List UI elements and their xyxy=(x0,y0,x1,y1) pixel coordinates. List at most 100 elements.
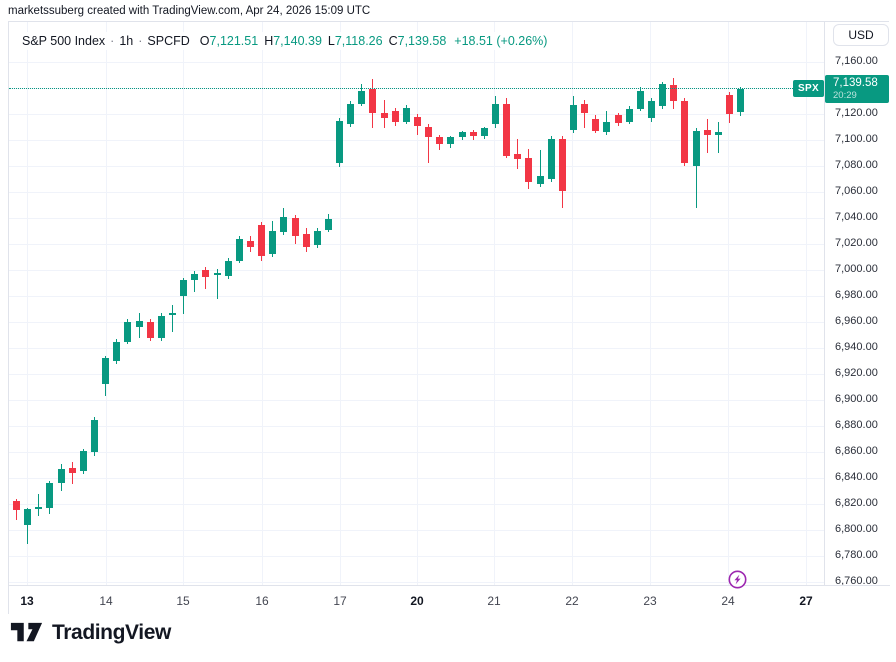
candle-body xyxy=(625,108,633,122)
candle-body xyxy=(492,103,500,125)
open-label: O xyxy=(199,34,210,48)
candle-body xyxy=(681,101,689,164)
candle-body xyxy=(191,273,199,281)
candle-body xyxy=(157,315,165,338)
gridline-h xyxy=(9,139,824,141)
candle-body xyxy=(46,483,54,508)
candle-body xyxy=(258,224,266,256)
price-axis-label: 6,760.00 xyxy=(835,575,878,587)
candle-body xyxy=(603,121,611,133)
candle-body xyxy=(380,112,388,118)
candle-body xyxy=(124,322,132,342)
candle-body xyxy=(647,101,655,118)
open-value: 7,121.51 xyxy=(209,34,259,48)
candle-body xyxy=(670,85,678,101)
symbol-header: S&P 500 Index · 1h · SPCFD O7,121.51 H7,140.39… xyxy=(18,32,552,50)
price-axis-label: 6,900.00 xyxy=(835,393,878,405)
candle-wick xyxy=(27,507,29,545)
candle-wick xyxy=(695,128,697,208)
tradingview-logo-icon[interactable] xyxy=(10,620,43,645)
candle-body xyxy=(235,238,243,261)
gridline-h xyxy=(9,373,824,375)
bar-countdown: 20:29 xyxy=(833,90,857,102)
price-axis-label: 6,920.00 xyxy=(835,367,878,379)
price-axis-label: 6,980.00 xyxy=(835,289,878,301)
time-axis-label: 23 xyxy=(643,594,657,608)
candle-body xyxy=(402,107,410,122)
time-axis[interactable]: 13 14 15 16 17 20 21 22 23 24 27 xyxy=(9,585,890,615)
gridline-h xyxy=(9,243,824,245)
gridline-h xyxy=(9,347,824,349)
gridline-h xyxy=(9,503,824,505)
time-axis-label: 21 xyxy=(487,594,501,608)
gridline-v xyxy=(728,22,729,585)
candle-body xyxy=(224,260,232,277)
candle-body xyxy=(324,219,332,230)
high-value: 7,140.39 xyxy=(273,34,322,48)
footer: TradingView xyxy=(10,620,171,645)
candle-wick xyxy=(706,119,708,153)
gridline-h xyxy=(9,217,824,219)
gridline-h xyxy=(9,191,824,193)
candle-body xyxy=(336,120,344,164)
symbol-price-label[interactable]: SPX xyxy=(793,80,824,98)
price-axis-label: 7,040.00 xyxy=(835,211,878,223)
price-axis-label: 6,880.00 xyxy=(835,419,878,431)
tradingview-logo-text[interactable]: TradingView xyxy=(52,620,171,644)
gridline-h xyxy=(9,113,824,115)
candle-body xyxy=(581,103,589,113)
candle-body xyxy=(291,218,299,237)
candle-body xyxy=(558,138,566,191)
candle-body xyxy=(570,104,577,130)
candle-wick xyxy=(194,271,196,293)
candle-body xyxy=(213,272,221,276)
candle-body xyxy=(313,231,321,246)
gridline-h xyxy=(9,61,824,63)
time-axis-label: 13 xyxy=(20,594,34,608)
gridline-h xyxy=(9,477,824,479)
gridline-h xyxy=(9,87,824,89)
gridline-v xyxy=(806,22,807,585)
currency-button[interactable]: USD xyxy=(833,24,889,46)
candle-body xyxy=(90,419,98,452)
price-axis-label: 7,000.00 xyxy=(835,263,878,275)
time-axis-label: 24 xyxy=(721,594,735,608)
candle-body xyxy=(614,115,622,124)
candle-body xyxy=(414,116,422,126)
attribution-text: marketssuberg created with TradingView.c… xyxy=(8,5,371,17)
candle-body xyxy=(13,501,20,511)
candle-body xyxy=(425,127,433,138)
candle-body xyxy=(659,84,667,107)
candle-wick xyxy=(717,121,719,153)
interval-value[interactable]: 1h xyxy=(119,34,134,48)
candle-body xyxy=(35,506,43,510)
candle-body xyxy=(269,231,277,255)
candle-body xyxy=(714,132,722,135)
close-value: 7,139.58 xyxy=(397,34,447,48)
candle-body xyxy=(246,241,254,247)
lightning-icon[interactable] xyxy=(728,570,747,589)
price-axis-label: 6,820.00 xyxy=(835,497,878,509)
price-axis[interactable]: 6,760.00 6,780.00 6,800.00 6,820.00 6,840.00… xyxy=(824,22,890,587)
candle-body xyxy=(146,322,154,338)
candle-body xyxy=(636,90,644,109)
gridline-v xyxy=(417,22,418,585)
candle-body xyxy=(737,88,745,113)
price-change: +18.51 (+0.26%) xyxy=(454,34,548,48)
gridline-h xyxy=(9,529,824,531)
candle-body xyxy=(703,129,711,135)
symbol-title[interactable]: S&P 500 Index xyxy=(22,34,106,48)
gridline-v xyxy=(106,22,107,585)
candle-wick xyxy=(205,267,207,290)
candle-wick xyxy=(216,268,218,299)
price-axis-label: 7,100.00 xyxy=(835,133,878,145)
candle-body xyxy=(202,270,210,277)
candle-body xyxy=(79,450,87,472)
chart-pane[interactable] xyxy=(9,22,824,585)
candle-body xyxy=(514,154,522,160)
current-price-value: 7,139.58 xyxy=(833,77,878,90)
gridline-v xyxy=(494,22,495,585)
close-label: C xyxy=(388,34,398,48)
gridline-h xyxy=(9,425,824,427)
gridline-v xyxy=(572,22,573,585)
